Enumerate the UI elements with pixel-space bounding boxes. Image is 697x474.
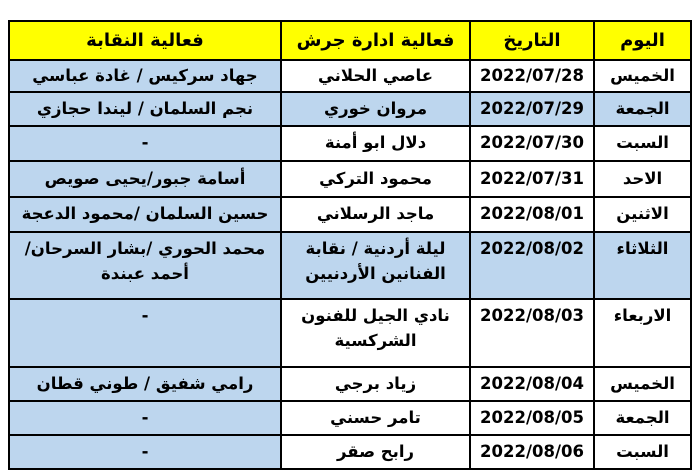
- cell-date: 2022/08/01: [469, 195, 595, 233]
- col-header-jerash-event: فعالية ادارة جرش: [280, 20, 471, 61]
- cell-date: 2022/08/02: [469, 230, 595, 300]
- col-header-date: التاريخ: [469, 20, 595, 61]
- cell-day: الجمعة: [593, 90, 692, 127]
- cell-jerash-event: تامر حسني: [280, 399, 471, 436]
- cell-union-event: رامي شفيق / طوني قطان: [8, 365, 282, 402]
- table-row: السبت 2022/08/06 رابح صقر -: [8, 433, 692, 470]
- events-schedule-table: اليوم التاريخ فعالية ادارة جرش فعالية ال…: [8, 20, 692, 470]
- cell-date: 2022/08/06: [469, 433, 595, 470]
- table-row: الثلاثاء 2022/08/02 ليلة أردنية / نقابة ال…: [8, 230, 692, 300]
- cell-date: 2022/07/28: [469, 59, 595, 93]
- cell-date: 2022/07/29: [469, 90, 595, 127]
- cell-jerash-event: زياد برجي: [280, 365, 471, 402]
- cell-jerash-event: ماجد الرسلاني: [280, 195, 471, 233]
- table-row: الجمعة 2022/07/29 مروان خوري نجم السلمان / …: [8, 90, 692, 127]
- col-header-union-event: فعالية النقابة: [8, 20, 282, 61]
- cell-jerash-event: رابح صقر: [280, 433, 471, 470]
- table-row: الاثنين 2022/08/01 ماجد الرسلاني حسين السلم…: [8, 195, 692, 233]
- cell-union-event: أسامة جبور/يحيى صويص: [8, 159, 282, 198]
- cell-jerash-event: ليلة أردنية / نقابة الفنانين الأردنيين: [280, 230, 471, 300]
- cell-jerash-event: مروان خوري: [280, 90, 471, 127]
- cell-union-event: -: [8, 124, 282, 162]
- cell-day: الخميس: [593, 365, 692, 402]
- schedule-table-container: اليوم التاريخ فعالية ادارة جرش فعالية ال…: [8, 20, 692, 470]
- cell-union-event: -: [8, 433, 282, 470]
- table-row: الجمعة 2022/08/05 تامر حسني -: [8, 399, 692, 436]
- cell-day: السبت: [593, 433, 692, 470]
- cell-union-event: -: [8, 399, 282, 436]
- cell-union-event: جهاد سركيس / غادة عباسي: [8, 59, 282, 93]
- cell-jerash-event: عاصي الحلاني: [280, 59, 471, 93]
- cell-union-event: -: [8, 297, 282, 368]
- cell-date: 2022/08/05: [469, 399, 595, 436]
- cell-jerash-event: نادي الجيل للفنون الشركسية: [280, 297, 471, 368]
- col-header-day: اليوم: [593, 20, 692, 61]
- cell-union-event: نجم السلمان / ليندا حجازي: [8, 90, 282, 127]
- table-row: الخميس 2022/07/28 عاصي الحلاني جهاد سركيس /…: [8, 59, 692, 93]
- cell-day: السبت: [593, 124, 692, 162]
- cell-day: الاربعاء: [593, 297, 692, 368]
- header-row: اليوم التاريخ فعالية ادارة جرش فعالية ال…: [8, 20, 692, 61]
- cell-jerash-event: دلال ابو أمنة: [280, 124, 471, 162]
- table-row: الاربعاء 2022/08/03 نادي الجيل للفنون الشر…: [8, 297, 692, 368]
- cell-jerash-event: محمود التركي: [280, 159, 471, 198]
- cell-date: 2022/07/31: [469, 159, 595, 198]
- table-row: السبت 2022/07/30 دلال ابو أمنة -: [8, 124, 692, 162]
- cell-date: 2022/07/30: [469, 124, 595, 162]
- cell-union-event: حسين السلمان /محمود الدعجة: [8, 195, 282, 233]
- cell-day: الثلاثاء: [593, 230, 692, 300]
- table-row: الخميس 2022/08/04 زياد برجي رامي شفيق / طون…: [8, 365, 692, 402]
- cell-date: 2022/08/04: [469, 365, 595, 402]
- cell-day: الاحد: [593, 159, 692, 198]
- cell-day: الاثنين: [593, 195, 692, 233]
- cell-day: الخميس: [593, 59, 692, 93]
- cell-date: 2022/08/03: [469, 297, 595, 368]
- cell-union-event: محمد الحوري /بشار السرحان/أحمد عبندة: [8, 230, 282, 300]
- table-row: الاحد 2022/07/31 محمود التركي أسامة جبور/يح…: [8, 159, 692, 198]
- cell-day: الجمعة: [593, 399, 692, 436]
